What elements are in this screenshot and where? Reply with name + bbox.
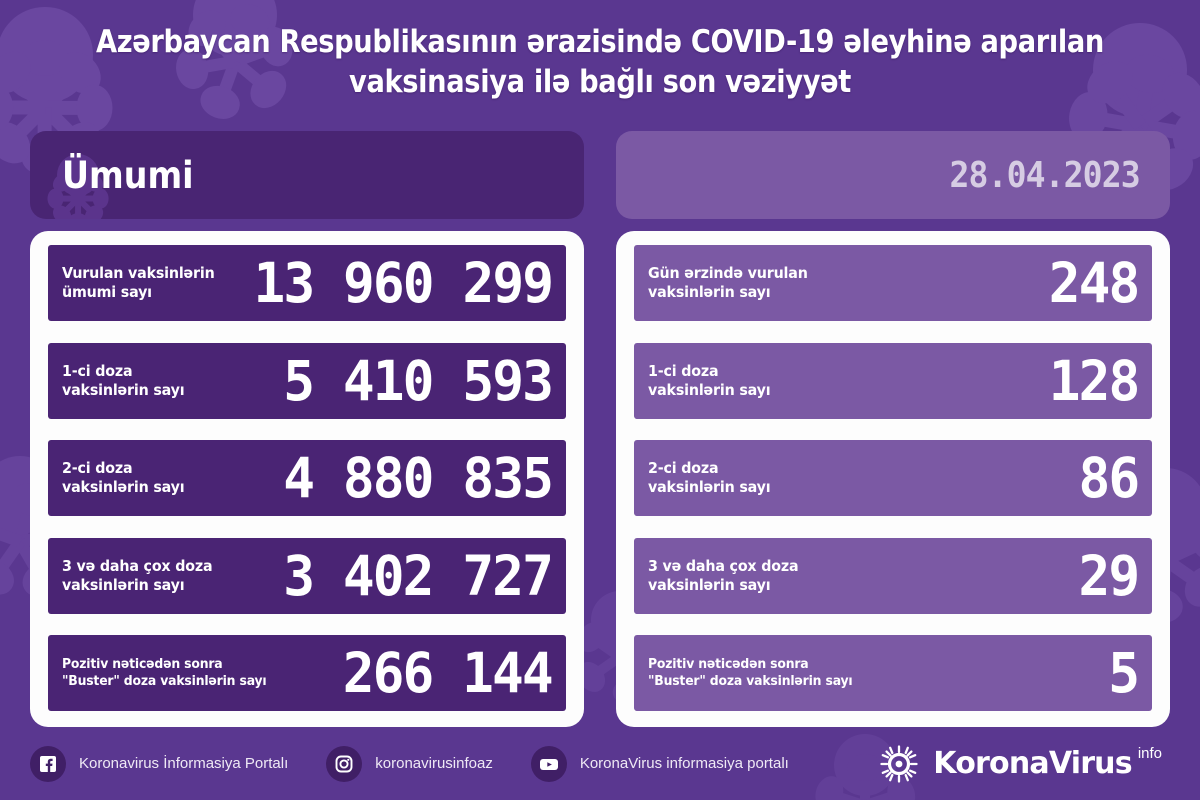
table-row: 2-ci doza vaksinlərin sayı 4 880 835 — [48, 440, 566, 516]
table-row: 2-ci doza vaksinlərin sayı 86 — [634, 440, 1152, 516]
row-value: 29 — [1078, 543, 1140, 608]
brand-suffix: info — [1137, 745, 1162, 762]
table-row: Vurulan vaksinlərin ümumi sayı 13 960 29… — [48, 245, 566, 321]
panel-daily: 28.04.2023 Gün ərzində vurulan vaksinlər… — [616, 131, 1170, 727]
panel-cumulative-title: Ümumi — [62, 153, 194, 197]
table-row: Pozitiv nəticədən sonra "Buster" doza va… — [48, 635, 566, 711]
brand-logo[interactable]: KoronaVirus info — [879, 744, 1170, 784]
row-label: Pozitiv nəticədən sonra "Buster" doza va… — [648, 656, 853, 689]
row-label: 3 və daha çox doza vaksinlərin sayı — [648, 556, 799, 594]
table-row: 1-ci doza vaksinlərin sayı 5 410 593 — [48, 342, 566, 419]
panel-daily-card: Gün ərzində vurulan vaksinlərin sayı 248… — [616, 231, 1170, 727]
row-value: 5 410 593 — [283, 348, 554, 413]
report-date: 28.04.2023 — [949, 154, 1141, 196]
row-value: 266 144 — [342, 641, 554, 705]
row-label: 2-ci doza vaksinlərin sayı — [648, 459, 771, 496]
row-value: 4 880 835 — [283, 446, 554, 510]
social-facebook[interactable]: Koronavirus İnformasiya Portalı — [30, 745, 289, 782]
brand-name: KoronaVirus — [933, 746, 1132, 781]
row-label: Gün ərzində vurulan vaksinlərin sayı — [648, 264, 808, 301]
table-row: Gün ərzində vurulan vaksinlərin sayı 248 — [634, 245, 1152, 321]
social-youtube[interactable]: KoronaVirus informasiya portalı — [530, 745, 789, 782]
panel-cumulative-card: Vurulan vaksinlərin ümumi sayı 13 960 29… — [30, 231, 584, 727]
row-value: 13 960 299 — [253, 251, 554, 315]
coronavirus-sun-icon — [879, 744, 919, 784]
row-value: 86 — [1078, 446, 1140, 510]
table-row: 3 və daha çox doza vaksinlərin sayı 29 — [634, 537, 1152, 614]
row-value: 248 — [1048, 251, 1140, 315]
page-title: Azərbaycan Respublikasının ərazisində CO… — [95, 24, 1105, 100]
table-row: Pozitiv nəticədən sonra "Buster" doza va… — [634, 635, 1152, 711]
row-label: Vurulan vaksinlərin ümumi sayı — [62, 264, 215, 301]
table-row: 1-ci doza vaksinlərin sayı 128 — [634, 342, 1152, 419]
table-row: 3 və daha çox doza vaksinlərin sayı 3 40… — [48, 537, 566, 614]
instagram-icon[interactable] — [326, 745, 363, 782]
panel-cumulative: Ümumi Vurulan vaksinlərin ümumi sayı 13 … — [30, 131, 584, 727]
virus-decor-icon — [40, 137, 116, 219]
panel-daily-header: 28.04.2023 — [616, 131, 1170, 219]
row-label: Pozitiv nəticədən sonra "Buster" doza va… — [62, 656, 267, 689]
panel-cumulative-header: Ümumi — [30, 131, 584, 219]
facebook-icon[interactable] — [30, 745, 66, 782]
youtube-icon[interactable] — [530, 745, 567, 782]
row-value: 3 402 727 — [283, 543, 554, 608]
footer: Koronavirus İnformasiya Portalı koronavi… — [0, 727, 1200, 800]
social-instagram[interactable]: koronavirusinfoaz — [326, 745, 493, 782]
row-label: 3 və daha çox doza vaksinlərin sayı — [62, 556, 213, 594]
social-instagram-label: koronavirusinfoaz — [375, 755, 493, 772]
stats-panels: Ümumi Vurulan vaksinlərin ümumi sayı 13 … — [0, 131, 1200, 727]
social-facebook-label: Koronavirus İnformasiya Portalı — [79, 755, 289, 772]
row-value: 5 — [1108, 641, 1140, 705]
row-label: 1-ci doza vaksinlərin sayı — [62, 361, 185, 399]
row-value: 128 — [1048, 348, 1140, 413]
social-youtube-label: KoronaVirus informasiya portalı — [579, 755, 789, 772]
row-label: 2-ci doza vaksinlərin sayı — [62, 459, 185, 496]
row-label: 1-ci doza vaksinlərin sayı — [648, 361, 771, 399]
